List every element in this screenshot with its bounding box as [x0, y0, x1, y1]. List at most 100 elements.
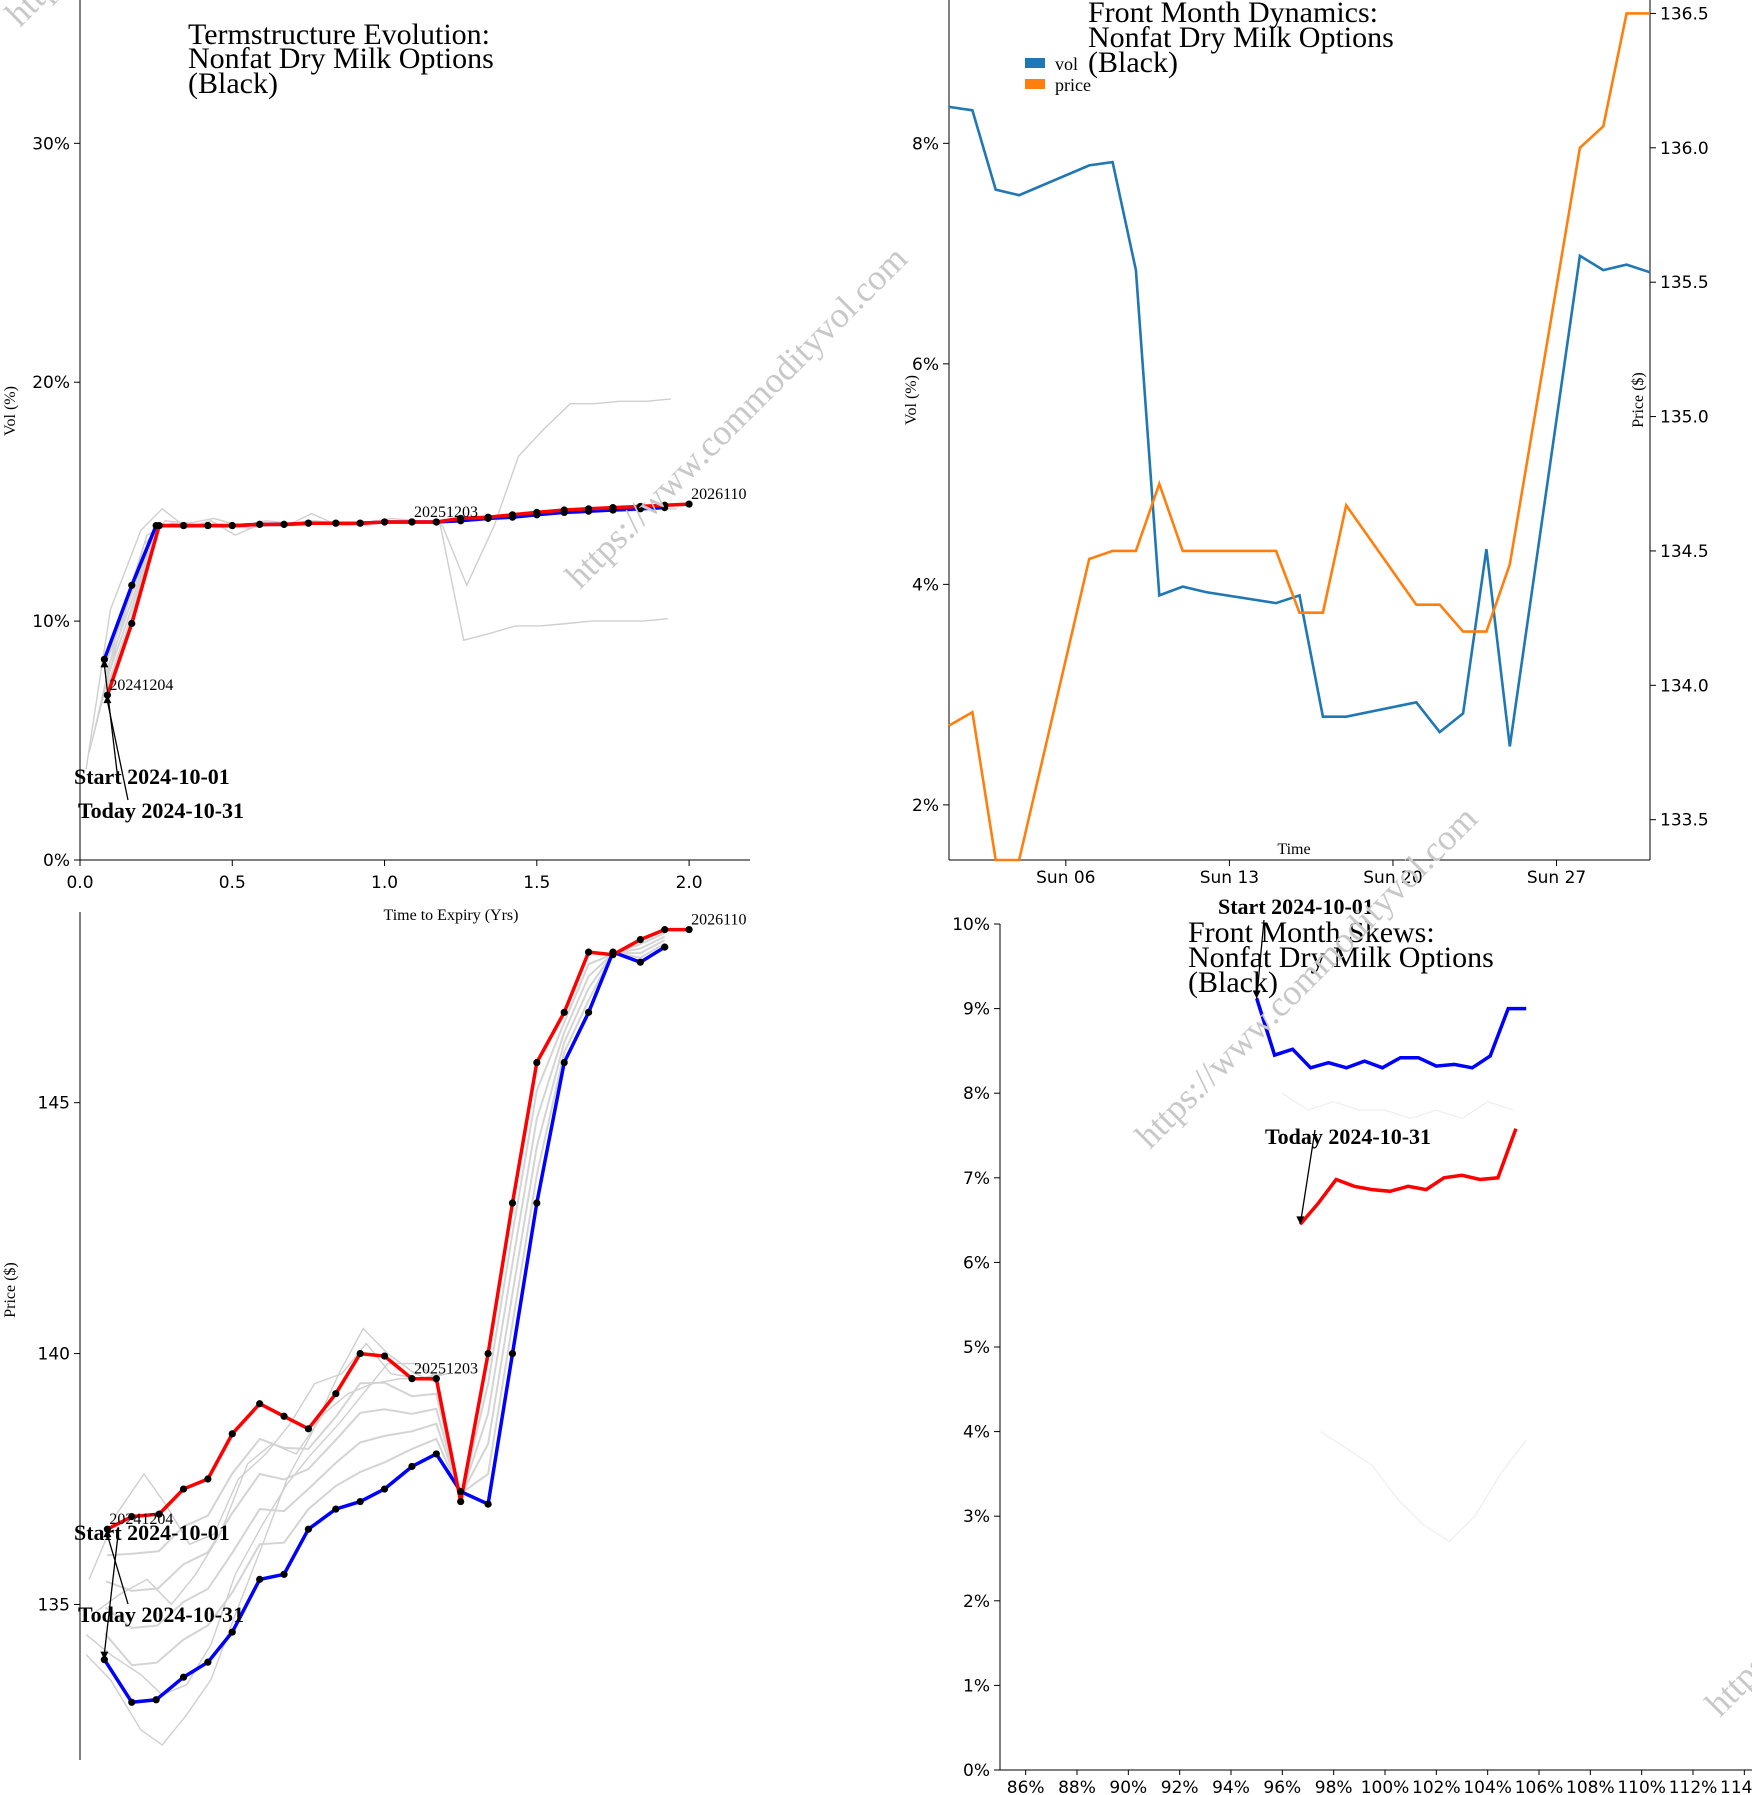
skews-title-line-1: Front Month Skews: — [1188, 916, 1435, 949]
prices-y-tick-label: 135 — [38, 1595, 70, 1615]
prices-point-label: 20251203 — [414, 1361, 478, 1378]
front-month-y2-tick-label: 136.5 — [1660, 4, 1709, 24]
skews-y-tick-label: 1% — [963, 1676, 990, 1696]
front-month-title-line-3: (Black) — [1088, 46, 1178, 79]
prices-series-line — [106, 927, 690, 1531]
termstructure-title-line-2: Nonfat Dry Milk Options — [188, 42, 494, 75]
front-month-y-tick-label: 6% — [912, 355, 939, 375]
skews-x-tick-label: 90% — [1109, 1778, 1147, 1795]
prices-data-point — [155, 1510, 163, 1518]
front-month-price-line — [948, 12, 1650, 862]
termstructure-y-axis-label: Vol (%) — [2, 386, 19, 436]
prices-y-tick-label: 140 — [38, 1345, 70, 1365]
prices-annotation-arrowhead — [103, 1529, 112, 1538]
front-month-y2-axis-label: Price ($) — [1630, 372, 1647, 428]
termstructure-y-tick-label: 20% — [32, 373, 70, 393]
prices-y-tick-label: 145 — [38, 1094, 70, 1114]
skews-x-tick-label: 110% — [1617, 1778, 1666, 1795]
front-month-y-tick-label: 8% — [912, 134, 939, 154]
watermark-text: https://www.commodityvol.com — [1697, 1366, 1752, 1724]
skews-title-line-2: Nonfat Dry Milk Options — [1188, 941, 1494, 974]
prices-history-line — [88, 1342, 443, 1580]
termstructure-data-point — [380, 518, 389, 526]
skews-y-tick-label: 7% — [963, 1169, 990, 1189]
front-month-y-axis-label: Vol (%) — [903, 375, 920, 425]
termstructure-data-point — [457, 514, 465, 522]
legend-label-vol: vol — [1055, 54, 1078, 74]
termstructure-annotation-label: Start 2024-10-01 — [74, 764, 230, 789]
prices-annotation-arrowhead — [100, 1651, 109, 1660]
front-month-x-tick-label: Sun 06 — [1036, 868, 1095, 888]
prices-data-point — [204, 1475, 212, 1483]
skews-y-tick-label: 10% — [952, 915, 990, 935]
prices-annotation-label: Start 2024-10-01 — [74, 1520, 230, 1545]
prices-data-point — [584, 948, 593, 956]
prices-data-point — [457, 1497, 465, 1506]
skews-chart: Front Month Skews: Nonfat Dry Milk Optio… — [952, 894, 1752, 1795]
front-month-x-axis-label: Time — [1277, 841, 1310, 858]
termstructure-annotation-arrowhead — [103, 695, 112, 704]
termstructure-data-point — [356, 519, 364, 527]
front-month-y-tick-label: 4% — [912, 575, 939, 595]
prices-data-point — [484, 1500, 492, 1508]
termstructure-point-label: 2026110 — [691, 486, 746, 503]
termstructure-data-point — [128, 581, 136, 589]
skews-history-line — [1320, 1431, 1527, 1543]
skews-annotation-label: Today 2024-10-31 — [1265, 1124, 1431, 1149]
skews-title-line-3: (Black) — [1188, 966, 1278, 999]
prices-data-point — [128, 1513, 136, 1521]
termstructure-data-point — [636, 502, 644, 511]
prices-data-point — [685, 925, 693, 934]
prices-data-point — [280, 1570, 288, 1578]
prices-band-line — [104, 939, 666, 1630]
prices-data-point — [356, 1349, 364, 1358]
skews-x-tick-label: 100% — [1361, 1778, 1410, 1795]
prices-data-point — [228, 1628, 236, 1636]
prices-data-point — [636, 935, 644, 944]
termstructure-chart: Termstructure Evolution: Nonfat Dry Milk… — [2, 0, 750, 924]
termstructure-data-point — [584, 505, 593, 513]
skews-series-line — [1298, 1128, 1518, 1226]
front-month-y2-tick-label: 134.0 — [1660, 676, 1709, 696]
termstructure-data-point — [179, 521, 188, 530]
skews-series-line — [1255, 997, 1527, 1070]
termstructure-data-point — [408, 518, 416, 526]
prices-band-line — [106, 932, 666, 1557]
prices-data-point — [508, 1349, 517, 1358]
skews-y-tick-label: 9% — [963, 1000, 990, 1020]
price-curve-y-axis-label: Price ($) — [2, 1262, 19, 1318]
front-month-vol-line — [948, 105, 1651, 747]
termstructure-data-point — [304, 519, 313, 527]
termstructure-annotation-label: Today 2024-10-31 — [78, 798, 244, 823]
skews-x-tick-label: 94% — [1212, 1778, 1250, 1795]
termstructure-x-tick-label: 0.0 — [66, 873, 93, 893]
prices-annotation-label: Today 2024-10-31 — [78, 1602, 244, 1627]
prices-data-point — [484, 1349, 492, 1358]
front-month-chart: Front Month Dynamics: Nonfat Dry Milk Op… — [903, 0, 1709, 888]
skews-annotation-label: Start 2024-10-01 — [1218, 894, 1374, 919]
termstructure-point-label: 20241204 — [109, 677, 173, 694]
prices-data-point — [179, 1673, 188, 1681]
watermark-text: https://www.commodityvol.com — [557, 238, 915, 596]
skews-x-tick-label: 92% — [1161, 1778, 1199, 1795]
skews-y-tick-label: 3% — [963, 1507, 990, 1527]
prices-data-point — [256, 1575, 264, 1583]
skews-history-line — [1281, 1092, 1514, 1120]
skews-x-tick-label: 98% — [1315, 1778, 1353, 1795]
termstructure-annotation-arrowhead — [100, 659, 109, 668]
prices-point-label: 20241204 — [109, 1511, 173, 1528]
front-month-y2-tick-label: 136.0 — [1660, 139, 1709, 159]
prices-data-point — [204, 1658, 212, 1666]
skews-y-tick-label: 8% — [963, 1084, 990, 1104]
skews-x-tick-label: 108% — [1566, 1778, 1615, 1795]
prices-band-line — [105, 935, 666, 1592]
termstructure-data-point — [661, 501, 669, 509]
front-month-x-tick-label: Sun 13 — [1200, 868, 1259, 888]
termstructure-data-point — [332, 519, 340, 527]
front-month-x-tick-label: Sun 27 — [1527, 868, 1586, 888]
termstructure-data-point — [609, 504, 617, 512]
termstructure-series-line — [105, 502, 690, 696]
skews-y-tick-label: 2% — [963, 1592, 990, 1612]
front-month-x-tick-label: Sun 20 — [1363, 868, 1422, 888]
front-month-y2-tick-label: 134.5 — [1660, 542, 1709, 562]
